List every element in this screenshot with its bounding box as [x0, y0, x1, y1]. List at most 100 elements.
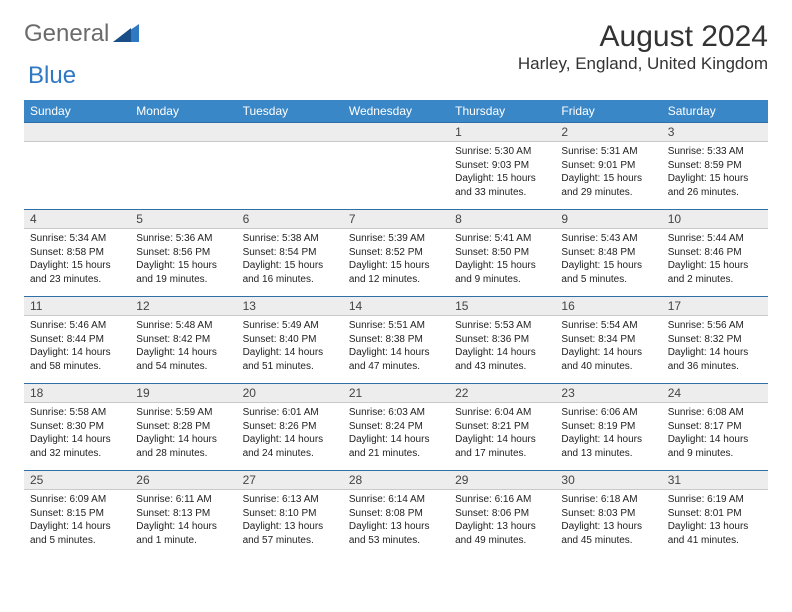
day-number: 23: [555, 383, 661, 403]
calendar-cell: [24, 122, 130, 209]
day-number: 14: [343, 296, 449, 316]
day-details: Sunrise: 5:41 AMSunset: 8:50 PMDaylight:…: [449, 229, 555, 296]
day-details: Sunrise: 6:11 AMSunset: 8:13 PMDaylight:…: [130, 490, 236, 557]
day-details: Sunrise: 5:43 AMSunset: 8:48 PMDaylight:…: [555, 229, 661, 296]
calendar-cell: 13Sunrise: 5:49 AMSunset: 8:40 PMDayligh…: [237, 296, 343, 383]
calendar-cell: 15Sunrise: 5:53 AMSunset: 8:36 PMDayligh…: [449, 296, 555, 383]
day-header-friday: Friday: [555, 100, 661, 122]
calendar-cell: 22Sunrise: 6:04 AMSunset: 8:21 PMDayligh…: [449, 383, 555, 470]
calendar-cell: 1Sunrise: 5:30 AMSunset: 9:03 PMDaylight…: [449, 122, 555, 209]
day-details: Sunrise: 6:01 AMSunset: 8:26 PMDaylight:…: [237, 403, 343, 470]
day-details: Sunrise: 5:54 AMSunset: 8:34 PMDaylight:…: [555, 316, 661, 383]
calendar-cell: 11Sunrise: 5:46 AMSunset: 8:44 PMDayligh…: [24, 296, 130, 383]
calendar-cell: 12Sunrise: 5:48 AMSunset: 8:42 PMDayligh…: [130, 296, 236, 383]
day-number: 8: [449, 209, 555, 229]
calendar-cell: 30Sunrise: 6:18 AMSunset: 8:03 PMDayligh…: [555, 470, 661, 557]
calendar-cell: 9Sunrise: 5:43 AMSunset: 8:48 PMDaylight…: [555, 209, 661, 296]
day-number: 4: [24, 209, 130, 229]
day-number: 9: [555, 209, 661, 229]
day-details: Sunrise: 5:49 AMSunset: 8:40 PMDaylight:…: [237, 316, 343, 383]
logo-word1: General: [24, 20, 109, 48]
day-number: 22: [449, 383, 555, 403]
day-number: 21: [343, 383, 449, 403]
calendar-table: SundayMondayTuesdayWednesdayThursdayFrid…: [24, 100, 768, 557]
day-details: Sunrise: 5:53 AMSunset: 8:36 PMDaylight:…: [449, 316, 555, 383]
day-header-saturday: Saturday: [662, 100, 768, 122]
day-details: Sunrise: 6:06 AMSunset: 8:19 PMDaylight:…: [555, 403, 661, 470]
calendar-cell: [343, 122, 449, 209]
day-details: Sunrise: 5:34 AMSunset: 8:58 PMDaylight:…: [24, 229, 130, 296]
day-details: Sunrise: 5:36 AMSunset: 8:56 PMDaylight:…: [130, 229, 236, 296]
day-header-wednesday: Wednesday: [343, 100, 449, 122]
day-number: 20: [237, 383, 343, 403]
day-details: Sunrise: 6:03 AMSunset: 8:24 PMDaylight:…: [343, 403, 449, 470]
calendar-cell: 21Sunrise: 6:03 AMSunset: 8:24 PMDayligh…: [343, 383, 449, 470]
day-number: 27: [237, 470, 343, 490]
day-number: 28: [343, 470, 449, 490]
calendar-cell: 28Sunrise: 6:14 AMSunset: 8:08 PMDayligh…: [343, 470, 449, 557]
day-number: 1: [449, 122, 555, 142]
day-number: 3: [662, 122, 768, 142]
logo-icon: [113, 22, 141, 47]
day-number: 25: [24, 470, 130, 490]
day-number: 10: [662, 209, 768, 229]
day-header-monday: Monday: [130, 100, 236, 122]
empty-day-header: [130, 122, 236, 142]
day-number: 6: [237, 209, 343, 229]
day-details: Sunrise: 6:08 AMSunset: 8:17 PMDaylight:…: [662, 403, 768, 470]
month-title: August 2024: [518, 20, 768, 54]
calendar-cell: 5Sunrise: 5:36 AMSunset: 8:56 PMDaylight…: [130, 209, 236, 296]
day-number: 5: [130, 209, 236, 229]
day-details: Sunrise: 6:19 AMSunset: 8:01 PMDaylight:…: [662, 490, 768, 557]
calendar-cell: 3Sunrise: 5:33 AMSunset: 8:59 PMDaylight…: [662, 122, 768, 209]
day-number: 26: [130, 470, 236, 490]
day-number: 12: [130, 296, 236, 316]
calendar-cell: 4Sunrise: 5:34 AMSunset: 8:58 PMDaylight…: [24, 209, 130, 296]
day-details: Sunrise: 5:56 AMSunset: 8:32 PMDaylight:…: [662, 316, 768, 383]
calendar-cell: 2Sunrise: 5:31 AMSunset: 9:01 PMDaylight…: [555, 122, 661, 209]
day-details: Sunrise: 6:13 AMSunset: 8:10 PMDaylight:…: [237, 490, 343, 557]
day-number: 2: [555, 122, 661, 142]
day-number: 11: [24, 296, 130, 316]
day-details: Sunrise: 5:33 AMSunset: 8:59 PMDaylight:…: [662, 142, 768, 209]
calendar-cell: [237, 122, 343, 209]
day-number: 16: [555, 296, 661, 316]
logo: General: [24, 20, 143, 48]
calendar-cell: 19Sunrise: 5:59 AMSunset: 8:28 PMDayligh…: [130, 383, 236, 470]
day-details: Sunrise: 5:48 AMSunset: 8:42 PMDaylight:…: [130, 316, 236, 383]
calendar-cell: 29Sunrise: 6:16 AMSunset: 8:06 PMDayligh…: [449, 470, 555, 557]
day-header-tuesday: Tuesday: [237, 100, 343, 122]
empty-day-header: [237, 122, 343, 142]
day-details: Sunrise: 5:51 AMSunset: 8:38 PMDaylight:…: [343, 316, 449, 383]
empty-day-header: [343, 122, 449, 142]
calendar-cell: 18Sunrise: 5:58 AMSunset: 8:30 PMDayligh…: [24, 383, 130, 470]
day-details: Sunrise: 5:59 AMSunset: 8:28 PMDaylight:…: [130, 403, 236, 470]
calendar-cell: 10Sunrise: 5:44 AMSunset: 8:46 PMDayligh…: [662, 209, 768, 296]
day-details: Sunrise: 6:18 AMSunset: 8:03 PMDaylight:…: [555, 490, 661, 557]
location: Harley, England, United Kingdom: [518, 54, 768, 74]
calendar-cell: 20Sunrise: 6:01 AMSunset: 8:26 PMDayligh…: [237, 383, 343, 470]
calendar-cell: 31Sunrise: 6:19 AMSunset: 8:01 PMDayligh…: [662, 470, 768, 557]
day-number: 30: [555, 470, 661, 490]
calendar-cell: 16Sunrise: 5:54 AMSunset: 8:34 PMDayligh…: [555, 296, 661, 383]
day-number: 15: [449, 296, 555, 316]
day-number: 29: [449, 470, 555, 490]
calendar-cell: 26Sunrise: 6:11 AMSunset: 8:13 PMDayligh…: [130, 470, 236, 557]
day-number: 7: [343, 209, 449, 229]
day-number: 19: [130, 383, 236, 403]
calendar-cell: 7Sunrise: 5:39 AMSunset: 8:52 PMDaylight…: [343, 209, 449, 296]
calendar-cell: [130, 122, 236, 209]
day-details: Sunrise: 5:58 AMSunset: 8:30 PMDaylight:…: [24, 403, 130, 470]
calendar-cell: 17Sunrise: 5:56 AMSunset: 8:32 PMDayligh…: [662, 296, 768, 383]
day-number: 24: [662, 383, 768, 403]
calendar-cell: 23Sunrise: 6:06 AMSunset: 8:19 PMDayligh…: [555, 383, 661, 470]
day-details: Sunrise: 6:09 AMSunset: 8:15 PMDaylight:…: [24, 490, 130, 557]
calendar-cell: 27Sunrise: 6:13 AMSunset: 8:10 PMDayligh…: [237, 470, 343, 557]
day-details: Sunrise: 5:30 AMSunset: 9:03 PMDaylight:…: [449, 142, 555, 209]
empty-day-header: [24, 122, 130, 142]
day-details: Sunrise: 6:14 AMSunset: 8:08 PMDaylight:…: [343, 490, 449, 557]
day-details: Sunrise: 6:16 AMSunset: 8:06 PMDaylight:…: [449, 490, 555, 557]
day-details: Sunrise: 5:44 AMSunset: 8:46 PMDaylight:…: [662, 229, 768, 296]
logo-word2: Blue: [28, 62, 76, 89]
calendar-cell: 8Sunrise: 5:41 AMSunset: 8:50 PMDaylight…: [449, 209, 555, 296]
